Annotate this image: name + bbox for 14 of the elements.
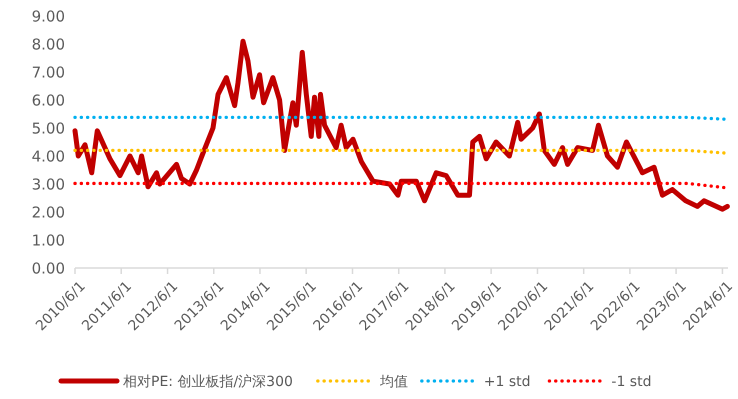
legend-label: -1 std	[611, 374, 652, 390]
legend-label: 相对PE: 创业板指/沪深300	[123, 374, 293, 390]
y-tick-label: 5.00	[32, 119, 65, 138]
y-tick-label: 4.00	[32, 147, 65, 166]
y-tick-label: 1.00	[32, 231, 65, 250]
y-tick-label: 9.00	[32, 7, 65, 26]
y-tick-label: 3.00	[32, 175, 65, 194]
legend-label: +1 std	[484, 374, 531, 390]
y-tick-label: 7.00	[32, 63, 65, 82]
y-tick-label: 8.00	[32, 35, 65, 54]
legend-label: 均值	[378, 374, 408, 390]
y-tick-label: 0.00	[32, 259, 65, 278]
y-tick-label: 2.00	[32, 203, 65, 222]
y-tick-label: 6.00	[32, 91, 65, 110]
